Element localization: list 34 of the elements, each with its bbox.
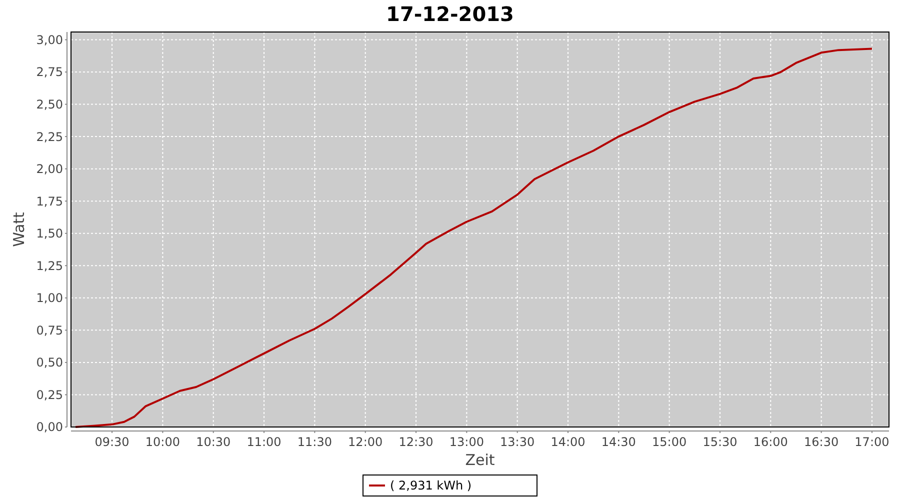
y-tick-label: 1,75 xyxy=(36,194,63,208)
x-tick-label: 13:30 xyxy=(500,435,535,449)
y-tick-label: 1,00 xyxy=(36,291,63,306)
chart-title: 17-12-2013 xyxy=(386,2,514,26)
y-tick-label: 0,75 xyxy=(36,323,63,338)
y-tick-label: 0,25 xyxy=(36,388,63,402)
y-tick-label: 1,25 xyxy=(36,258,63,273)
y-tick-label: 0,50 xyxy=(36,356,63,370)
x-tick-label: 14:00 xyxy=(550,435,586,449)
x-tick-label: 16:30 xyxy=(804,435,839,449)
x-tick-label: 12:30 xyxy=(398,435,434,449)
x-tick-label: 16:00 xyxy=(753,435,788,449)
x-tick-label: 14:30 xyxy=(601,435,636,449)
x-tick-label: 17:00 xyxy=(854,435,890,449)
y-tick-label: 2,00 xyxy=(36,162,63,176)
legend-label: ( 2,931 kWh ) xyxy=(390,478,472,493)
x-tick-label: 10:00 xyxy=(145,435,180,449)
line-series xyxy=(74,48,873,428)
y-tick-label: 2,25 xyxy=(36,130,63,144)
y-axis-title: Watt xyxy=(10,212,28,247)
x-tick-label: 11:30 xyxy=(297,435,332,449)
x-axis-title: Zeit xyxy=(465,451,495,469)
x-tick-label: 10:30 xyxy=(196,435,231,449)
x-tick-label: 09:30 xyxy=(94,435,130,449)
x-tick-label: 12:00 xyxy=(348,435,383,449)
y-tick-label: 2,50 xyxy=(36,97,63,112)
x-tick-label: 15:30 xyxy=(702,435,738,449)
x-tick-label: 11:00 xyxy=(246,435,282,449)
x-tick-label: 13:00 xyxy=(449,435,484,449)
y-tick-label: 1,50 xyxy=(36,226,63,241)
y-tick-label: 2,75 xyxy=(36,65,63,80)
y-tick-label: 3,00 xyxy=(36,32,63,47)
x-tick-label: 15:00 xyxy=(652,435,687,449)
y-tick-label: 0,00 xyxy=(36,420,63,434)
